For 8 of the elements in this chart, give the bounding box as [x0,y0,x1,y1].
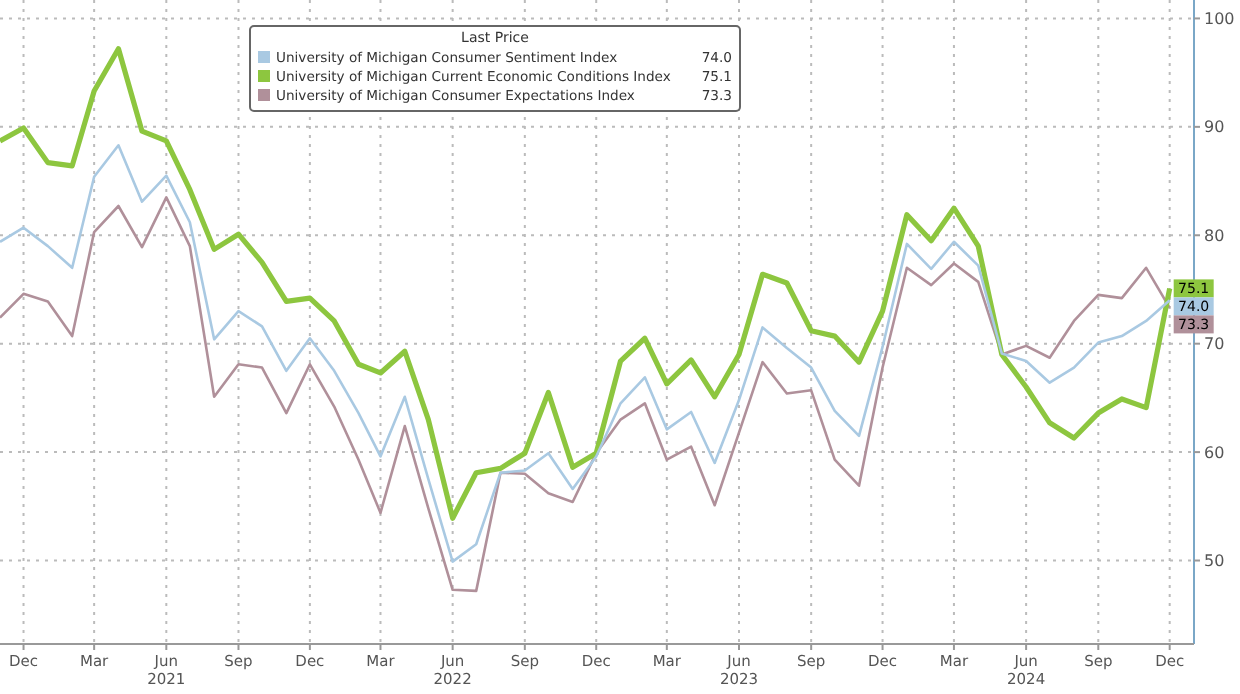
y-tick-label: 50 [1204,552,1225,571]
line-series [0,143,1171,563]
y-tick-label: 80 [1204,226,1225,245]
line-series [0,196,1171,593]
y-tick-label: 60 [1204,443,1225,462]
y-tick-label: 70 [1204,335,1225,354]
y-tick-label: 100 [1204,10,1235,29]
y-tick-label: 90 [1204,118,1225,137]
